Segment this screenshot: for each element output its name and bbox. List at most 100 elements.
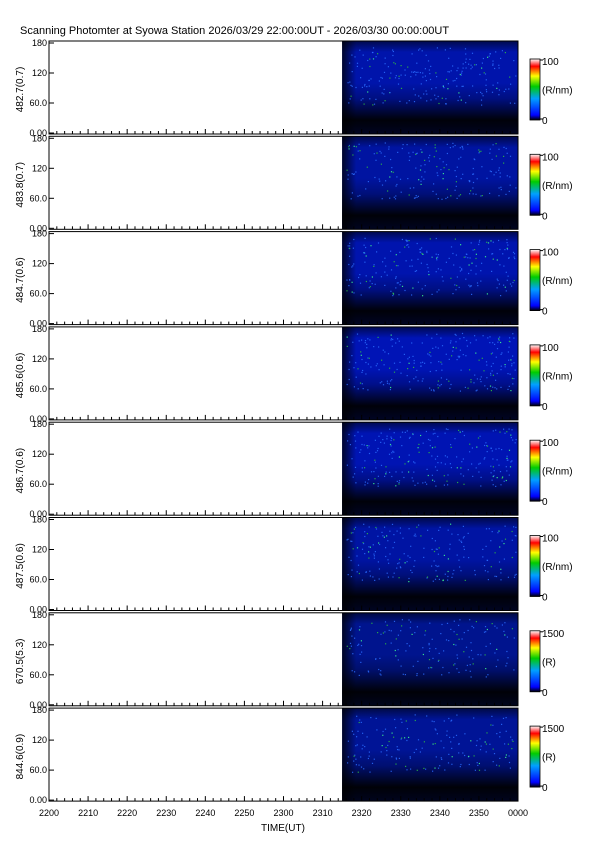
colorbar-min-label: 0 [542,783,548,794]
y-tick-label: 0.00 [29,509,47,519]
panel-8: 180 120 60.0 0.00 844.6(0.9) 1500 0 (R) [15,705,565,805]
colorbar-min-label: 0 [542,116,548,127]
colorbar-unit-label: (R/nm) [542,562,573,573]
y-tick-label: 60.0 [29,479,47,489]
colorbar-min-label: 0 [542,211,548,222]
colorbar-max-label: 100 [542,57,559,68]
y-tick-label: 180 [32,133,47,143]
panel-1: 180 120 60.0 0.00 482.7(0.7) 100 0 (R/nm) [15,38,573,138]
x-tick-label: 2240 [195,808,215,818]
y-tick-label: 180 [32,515,47,525]
x-tick-label: 2220 [117,808,137,818]
chart-title: Scanning Photomter at Syowa Station 2026… [20,25,449,37]
colorbar-max-label: 100 [542,248,559,259]
heatmap-noise [346,523,517,583]
panel-7: 180 120 60.0 0.00 670.5(5.3) 1500 0 (R) [15,610,565,710]
x-axis: 2200 2210 2220 2230 2240 2250 2300 2310 2320 2330… [39,808,528,818]
y-axis-label: 670.5(5.3) [15,639,26,685]
y-tick-label: 120 [32,640,47,650]
y-tick-label: 0.00 [29,795,47,805]
colorbar-unit-label: (R/nm) [542,86,573,97]
panel-3: 180 120 60.0 0.00 484.7(0.6) 100 0 (R/nm) [15,229,573,329]
colorbar-max-label: 100 [542,438,559,449]
colorbar-min-label: 0 [542,593,548,604]
y-tick-label: 180 [32,38,47,48]
heatmap-edge-shade [342,136,518,230]
colorbar-unit-label: (R/nm) [542,276,573,287]
colorbar-unit-label: (R/nm) [542,181,573,192]
y-tick-label: 120 [32,259,47,269]
colorbar-min-label: 0 [542,497,548,508]
y-tick-label: 0.00 [29,605,47,615]
y-tick-label: 60.0 [29,98,47,108]
colorbar-max-label: 100 [542,152,559,163]
y-tick-label: 120 [32,68,47,78]
y-tick-label: 0.00 [29,128,47,138]
heatmap-noise [346,237,516,297]
heatmap-edge-shade [342,41,518,134]
y-tick-label: 180 [32,419,47,429]
heatmap-edge-shade [342,422,518,516]
y-tick-label: 120 [32,354,47,364]
x-tick-label: 2250 [234,808,254,818]
y-tick-label: 60.0 [29,670,47,680]
y-axis-label: 483.8(0.7) [15,162,26,208]
y-tick-label: 60.0 [29,765,47,775]
x-tick-label: 2330 [391,808,411,818]
colorbar [529,344,541,407]
y-tick-label: 180 [32,229,47,239]
colorbar-max-label: 100 [542,534,559,545]
heatmap-noise [346,142,517,200]
x-tick-label: 0000 [508,808,528,818]
heatmap-noise [347,714,514,773]
y-tick-label: 120 [32,163,47,173]
panel-4: 180 120 60.0 0.00 485.6(0.6) 100 0 (R/nm) [15,324,573,424]
panels-group: 180 120 60.0 0.00 482.7(0.7) 100 0 (R/nm) 180 120… [15,38,573,805]
heatmap-noise [346,619,515,678]
colorbar [529,58,541,121]
x-tick-label: 2350 [469,808,489,818]
y-tick-label: 180 [32,324,47,334]
y-axis-label: 487.5(0.6) [15,543,26,589]
colorbar-max-label: 100 [542,343,559,354]
y-tick-label: 180 [32,705,47,715]
colorbar [529,249,541,312]
y-tick-label: 120 [32,735,47,745]
x-tick-label: 2340 [430,808,450,818]
panel-5: 180 120 60.0 0.00 486.7(0.6) 100 0 (R/nm) [15,419,573,519]
y-axis-label: 486.7(0.6) [15,448,26,494]
x-axis-label: TIME(UT) [261,823,305,834]
panel-6: 180 120 60.0 0.00 487.5(0.6) 100 0 (R/nm) [15,515,573,615]
y-tick-label: 120 [32,449,47,459]
colorbar [529,725,541,788]
heatmap-edge-shade [342,326,518,420]
y-tick-label: 60.0 [29,384,47,394]
colorbar-unit-label: (R) [542,753,556,764]
y-tick-label: 0.00 [29,223,47,233]
y-tick-label: 0.00 [29,319,47,329]
colorbar-min-label: 0 [542,307,548,318]
colorbar-unit-label: (R) [542,657,556,668]
colorbar [529,153,541,216]
colorbar [529,439,541,502]
x-tick-label: 2320 [352,808,372,818]
y-tick-label: 0.00 [29,414,47,424]
colorbar [529,630,541,693]
heatmap-noise [346,428,517,487]
y-axis-label: 844.6(0.9) [15,734,26,780]
y-tick-label: 60.0 [29,289,47,299]
y-tick-label: 0.00 [29,700,47,710]
heatmap-edge-shade [342,708,518,802]
x-tick-label: 2230 [156,808,176,818]
x-tick-label: 2200 [39,808,59,818]
colorbar [529,535,541,597]
heatmap-noise [346,332,516,392]
y-tick-label: 120 [32,545,47,555]
x-tick-label: 2300 [273,808,293,818]
x-tick-label: 2210 [78,808,98,818]
y-axis-label: 482.7(0.7) [15,67,26,113]
colorbar-max-label: 1500 [542,629,565,640]
heatmap-noise [347,47,517,106]
y-tick-label: 180 [32,610,47,620]
